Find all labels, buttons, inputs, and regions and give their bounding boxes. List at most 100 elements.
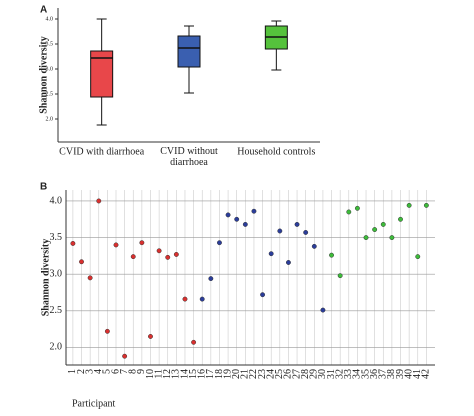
point xyxy=(311,243,317,249)
x-tick-label: 22 xyxy=(248,369,259,379)
point xyxy=(320,307,326,313)
point xyxy=(363,235,369,241)
x-tick-label: 11 xyxy=(153,369,164,379)
point xyxy=(139,240,145,246)
point xyxy=(406,202,412,208)
x-tick-label: CVID without diarrhoea xyxy=(160,146,218,168)
panel-label: A xyxy=(40,5,47,16)
box xyxy=(177,35,201,68)
x-tick-label: 18 xyxy=(214,369,225,379)
y-tick-label: 3.0 xyxy=(46,66,54,72)
point xyxy=(277,228,283,234)
y-tick-label: 2.0 xyxy=(50,342,63,353)
point xyxy=(415,254,421,260)
panel-label: B xyxy=(40,182,47,193)
point xyxy=(372,227,378,232)
x-tick-label: 32 xyxy=(334,369,345,379)
x-tick-label: 23 xyxy=(257,369,268,379)
point xyxy=(251,208,257,214)
x-tick-label: 1 xyxy=(67,369,78,374)
point xyxy=(337,273,343,279)
point xyxy=(70,241,76,246)
x-tick-label: 31 xyxy=(326,369,337,379)
x-tick-label: 34 xyxy=(352,369,363,379)
x-axis-label: Participant xyxy=(72,398,116,409)
x-tick-label: 9 xyxy=(136,369,147,374)
point xyxy=(242,221,248,227)
x-tick-label: 41 xyxy=(412,369,423,379)
x-tick-label: 27 xyxy=(291,369,302,379)
x-tick-label: 2 xyxy=(76,369,87,374)
point xyxy=(423,202,429,208)
x-tick-label: Household controls xyxy=(237,146,315,157)
point xyxy=(260,292,266,298)
box xyxy=(90,50,114,98)
point xyxy=(148,333,153,339)
x-tick-label: 37 xyxy=(378,369,389,379)
point xyxy=(122,353,128,359)
point xyxy=(225,212,231,218)
y-axis-label: Shannon diversity xyxy=(38,36,49,114)
x-tick-label: 19 xyxy=(222,369,233,379)
point xyxy=(389,235,395,241)
x-tick-label: 38 xyxy=(386,369,397,379)
point xyxy=(87,275,93,281)
x-tick-label: 17 xyxy=(205,369,216,379)
x-tick-label: 12 xyxy=(162,369,173,379)
point xyxy=(285,260,291,265)
point xyxy=(182,296,188,302)
x-tick-label: 10 xyxy=(145,369,156,379)
x-tick-label: 14 xyxy=(179,369,190,379)
x-tick-label: 25 xyxy=(274,369,285,379)
x-tick-label: 21 xyxy=(240,369,251,379)
x-tick-label: 35 xyxy=(360,369,371,379)
point xyxy=(113,242,119,248)
x-tick-label: 7 xyxy=(119,369,130,374)
point xyxy=(199,296,205,302)
y-tick-label: 2.5 xyxy=(50,305,63,316)
x-tick-label: 39 xyxy=(395,369,406,379)
y-tick-label: 2.5 xyxy=(46,91,54,97)
x-tick-label: 36 xyxy=(369,369,380,379)
x-tick-label: 29 xyxy=(309,369,320,379)
point xyxy=(380,221,386,227)
point xyxy=(294,221,300,227)
x-tick-label: 4 xyxy=(93,369,104,374)
point xyxy=(217,240,222,246)
y-tick-label: 2.0 xyxy=(46,116,54,122)
x-tick-label: 24 xyxy=(265,369,276,379)
x-tick-label: 8 xyxy=(128,369,139,374)
x-tick-label: 26 xyxy=(283,369,294,379)
y-axis-label: Shannon diversity xyxy=(40,239,51,317)
y-tick-label: 3.0 xyxy=(50,269,63,280)
x-tick-label: 5 xyxy=(102,369,113,374)
point xyxy=(354,205,360,211)
x-tick-label: 20 xyxy=(231,369,242,379)
y-tick-label: 4.0 xyxy=(46,16,54,22)
point xyxy=(96,198,102,204)
point xyxy=(398,216,403,222)
point xyxy=(208,276,214,282)
x-tick-label: 33 xyxy=(343,369,354,379)
point xyxy=(104,328,110,334)
point xyxy=(346,209,352,215)
point xyxy=(329,252,334,258)
x-tick-label: 13 xyxy=(171,369,182,379)
x-tick-label: 16 xyxy=(197,369,208,379)
x-tick-label: 15 xyxy=(188,369,199,379)
point xyxy=(165,254,171,260)
y-tick-label: 3.5 xyxy=(46,41,54,47)
point xyxy=(156,248,162,254)
point xyxy=(130,254,136,260)
y-tick-label: 4.0 xyxy=(50,195,63,206)
x-tick-label: 42 xyxy=(421,369,432,379)
x-tick-label: 6 xyxy=(110,369,121,374)
point xyxy=(79,259,84,265)
x-tick-label: 40 xyxy=(403,369,414,379)
x-tick-label: 3 xyxy=(84,369,95,374)
x-tick-label: CVID with diarrhoea xyxy=(59,146,145,157)
point xyxy=(234,216,240,222)
x-tick-label: 28 xyxy=(300,369,311,379)
point xyxy=(191,339,197,345)
